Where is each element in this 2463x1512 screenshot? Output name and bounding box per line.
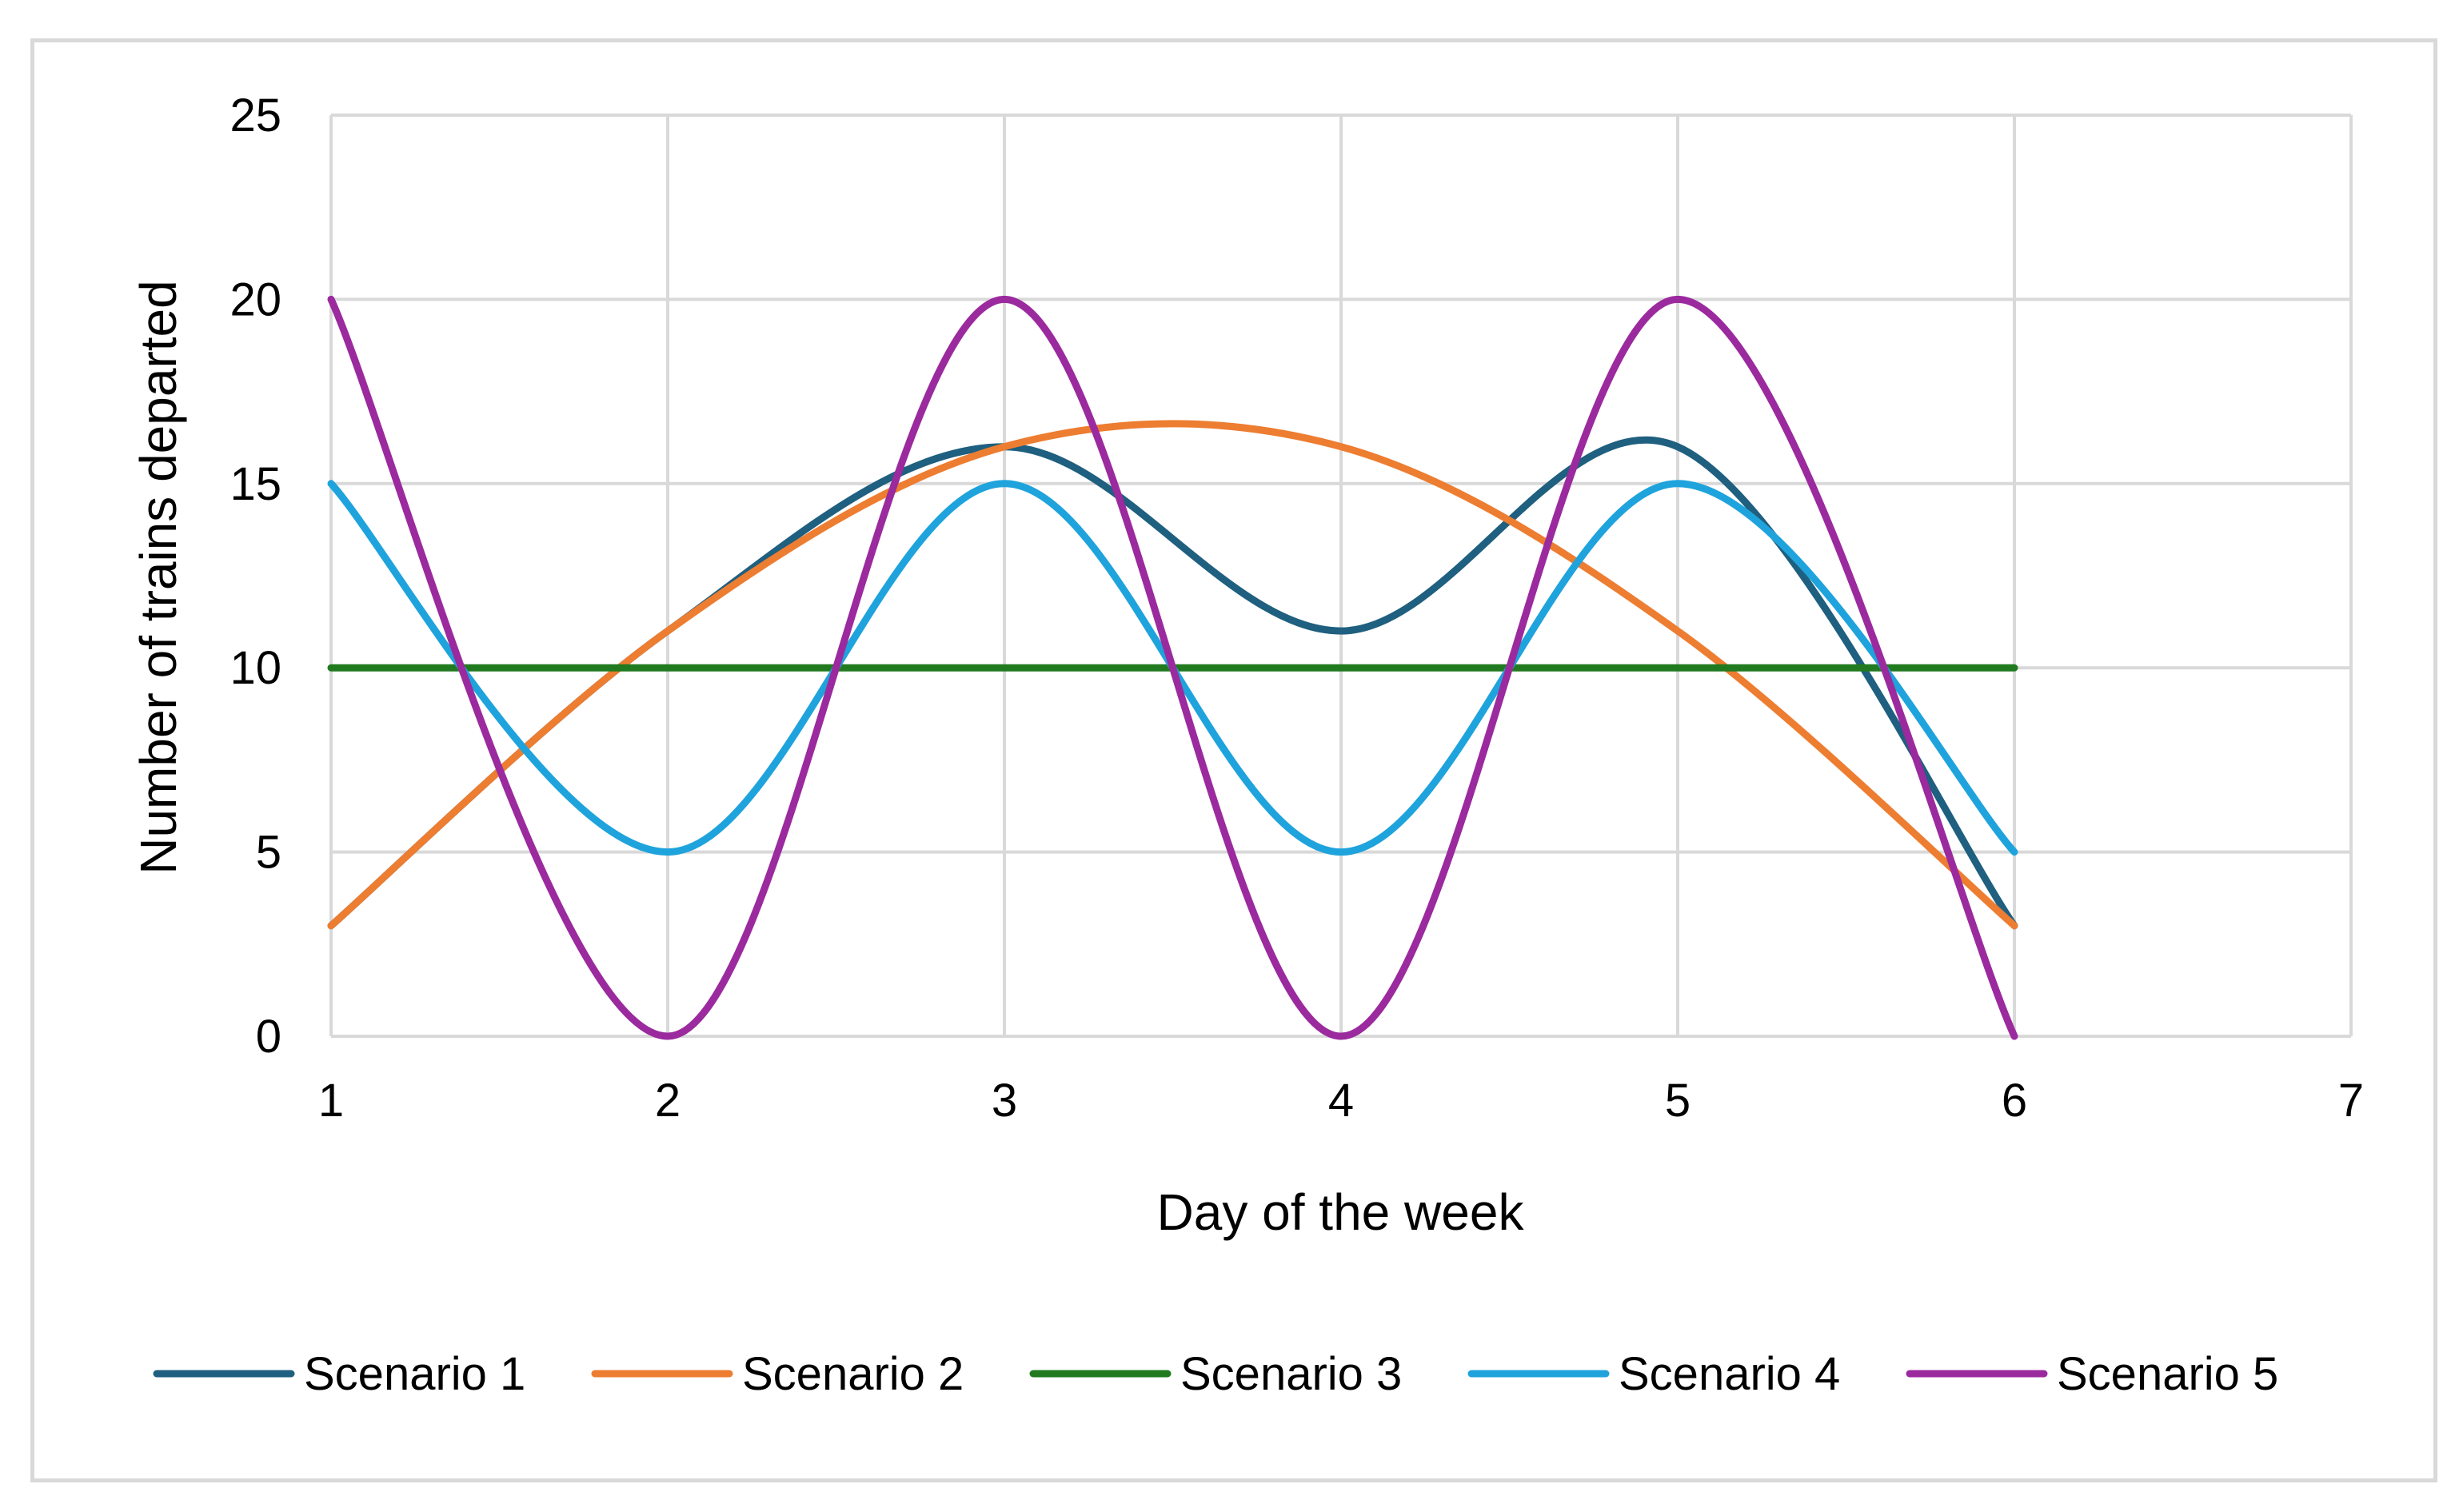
x-axis-ticks: 1 2 3 4 5 6 7 [318,1075,2364,1127]
legend-label: Scenario 3 [1180,1348,1402,1400]
y-tick-label: 10 [230,642,281,694]
legend: Scenario 1 Scenario 2 Scenario 3 Scenario 4… [153,1348,2278,1400]
x-tick-label: 6 [2002,1075,2027,1127]
y-axis-ticks: 0 5 10 15 20 25 [230,90,281,1063]
series-lines [327,295,2018,1040]
y-axis-title: Number of trains departed [130,280,187,875]
y-tick-label: 5 [256,827,281,879]
legend-label: Scenario 2 [742,1348,964,1400]
series-line-scenario-2 [327,420,2018,930]
legend-item-scenario-5: Scenario 5 [1906,1348,2278,1400]
x-axis-title: Day of the week [1157,1183,1525,1241]
x-tick-label: 5 [1665,1075,1691,1127]
y-tick-label: 20 [230,273,281,325]
x-tick-label: 7 [2338,1075,2364,1127]
legend-item-scenario-1: Scenario 1 [153,1348,525,1400]
legend-item-scenario-3: Scenario 3 [1029,1348,1402,1400]
x-tick-label: 4 [1328,1075,1354,1127]
series-line-scenario-5 [327,295,2018,1040]
legend-label: Scenario 4 [1619,1348,1840,1400]
legend-label: Scenario 1 [304,1348,525,1400]
x-tick-label: 3 [992,1075,1017,1127]
y-tick-label: 25 [230,90,281,142]
x-tick-label: 2 [655,1075,681,1127]
y-tick-label: 15 [230,458,281,510]
y-tick-label: 0 [256,1011,281,1063]
x-tick-label: 1 [318,1075,344,1127]
legend-item-scenario-2: Scenario 2 [591,1348,964,1400]
legend-label: Scenario 5 [2057,1348,2278,1400]
grid [329,114,2353,1038]
legend-item-scenario-4: Scenario 4 [1467,1348,1840,1400]
